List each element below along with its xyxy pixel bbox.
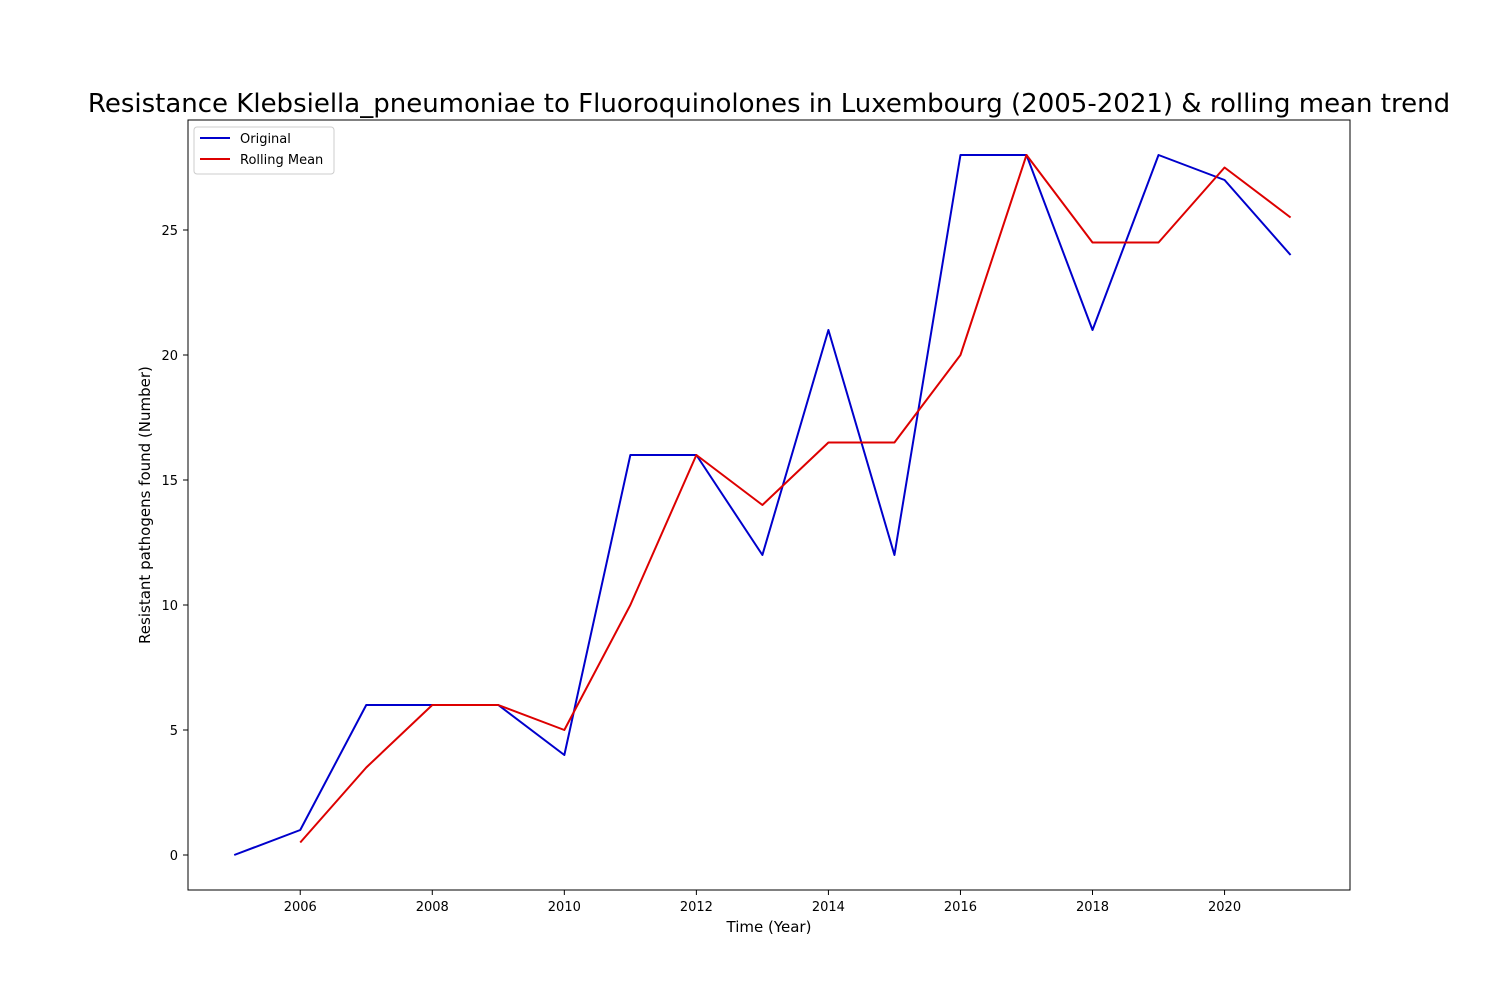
x-tick-label: 2016 xyxy=(944,900,977,915)
series-line-original xyxy=(233,154,1292,856)
legend: Original Rolling Mean xyxy=(193,126,335,175)
x-tick-label: 2010 xyxy=(548,900,581,915)
x-tick-label: 2006 xyxy=(284,900,317,915)
x-axis-ticks: 2006 2008 2010 2012 2014 2016 2018 2020 xyxy=(284,890,1241,915)
series-layer xyxy=(233,154,1292,856)
legend-label-original: Original xyxy=(240,132,291,147)
y-tick-label: 15 xyxy=(161,474,178,489)
y-axis-ticks: 0 5 10 15 20 25 xyxy=(161,224,188,864)
x-tick-label: 2020 xyxy=(1208,900,1241,915)
legend-label-rolling-mean: Rolling Mean xyxy=(240,153,323,168)
x-tick-label: 2014 xyxy=(812,900,845,915)
x-tick-label: 2018 xyxy=(1076,900,1109,915)
x-tick-label: 2012 xyxy=(680,900,713,915)
x-tick-label: 2008 xyxy=(416,900,449,915)
y-tick-label: 5 xyxy=(170,724,178,739)
y-tick-label: 25 xyxy=(161,224,178,239)
y-tick-label: 0 xyxy=(170,849,178,864)
series-line-rolling-mean xyxy=(299,154,1292,844)
plot-area-frame xyxy=(187,119,1351,891)
y-tick-label: 20 xyxy=(161,349,178,364)
chart-title: Resistance Klebsiella_pneumoniae to Fluo… xyxy=(88,89,1450,119)
y-axis-label: Resistant pathogens found (Number) xyxy=(136,366,154,644)
y-tick-label: 10 xyxy=(161,599,178,614)
x-axis-label: Time (Year) xyxy=(726,918,812,936)
